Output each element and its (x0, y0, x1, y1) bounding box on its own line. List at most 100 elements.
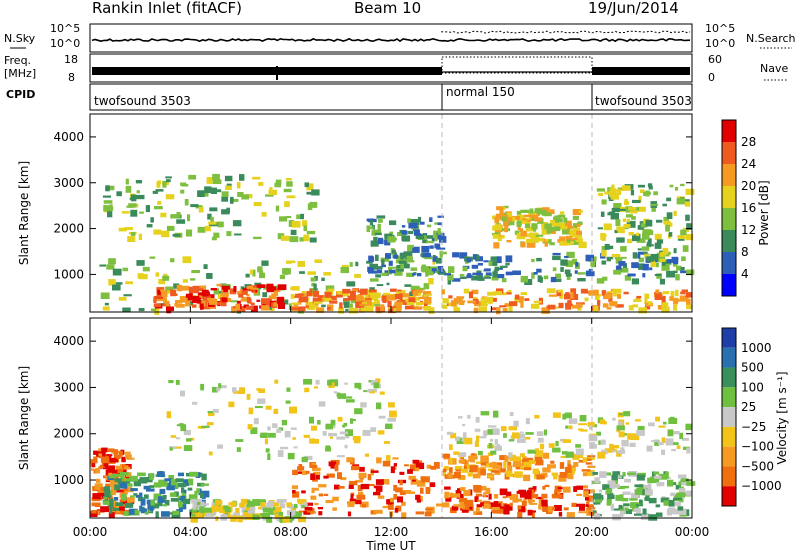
velocity-cell-2-127 (336, 436, 346, 440)
power-cell-7-128 (629, 210, 638, 214)
velocity-cell-6-17 (587, 465, 596, 468)
power-cell-0-112 (409, 291, 414, 298)
power-cell-6-113 (573, 237, 578, 240)
velocity-cell-1-18 (168, 475, 175, 481)
power-cell-7-124 (645, 219, 653, 227)
velocity-cell-7-7 (489, 438, 493, 442)
velocity-cell-2-29 (290, 427, 297, 430)
velocity-cell-8-131 (619, 512, 624, 516)
power-cell-4-73 (546, 288, 556, 294)
velocity-cell-5-2 (542, 485, 546, 490)
velocity-cell-7-72 (629, 442, 636, 447)
power-cell-6-32 (565, 235, 573, 243)
velocity-cell-4-84 (338, 486, 345, 489)
velocity-cell-5-19 (586, 501, 590, 504)
power-cell-2-114 (399, 293, 403, 301)
power-cell-0-67 (346, 281, 356, 287)
velocity-cell-6-79 (526, 457, 534, 461)
velocity-cell-4-37 (367, 474, 372, 481)
power-cell-5-10 (552, 267, 557, 272)
power-cell-1-25 (225, 298, 232, 302)
power-cell-7-91 (620, 246, 627, 252)
power-cell-2-135 (313, 290, 320, 297)
velocity-cell-5-75 (579, 504, 586, 511)
power-cell-3-85 (261, 212, 267, 217)
velocity-cell-2-37 (369, 390, 375, 394)
velocity-cell-7-13 (598, 440, 602, 445)
velocity-cell-0-120 (118, 450, 123, 457)
power-cell-7-15 (642, 229, 651, 236)
power-cell-6-81 (570, 240, 580, 245)
power-cell-2-41 (360, 306, 368, 312)
velocity-cell-0-65 (103, 453, 109, 458)
velocity-cell-6-16 (475, 461, 483, 464)
power-cell-0-125 (115, 282, 123, 285)
power-cell-3-27 (221, 209, 230, 215)
power-cell-3-73 (145, 205, 150, 213)
velocity-cell-0-15 (96, 478, 101, 483)
velocity-cell-6-101 (559, 462, 565, 469)
velocity-cell-2-109 (344, 444, 348, 449)
velocity-cell-7-31 (552, 447, 561, 453)
velocity-cell-3-105 (301, 505, 305, 508)
velocity-cell-7-97 (509, 412, 514, 416)
velocity-cell-6-35 (484, 463, 493, 468)
power-cell-3-123 (146, 224, 153, 228)
power-cell-7-56 (626, 214, 633, 218)
velocity-cell-6-67 (467, 472, 473, 477)
power-cell-3-52 (198, 207, 204, 213)
power-cell-7-95 (675, 187, 679, 191)
power-cell-8-54 (397, 232, 406, 236)
velocity-cell-8-110 (630, 502, 639, 508)
power-cell-2-78 (342, 293, 349, 297)
power-cell-1-136 (166, 306, 174, 312)
power-cell-7-79 (600, 233, 606, 240)
velocity-ytick-label-0: 1000 (53, 473, 84, 487)
velocity-cell-7-3 (596, 431, 601, 436)
power-cell-4-89 (467, 300, 477, 304)
velocity-cell-8-75 (679, 508, 687, 515)
power-cell-5-107 (615, 265, 622, 272)
power-cell-2-136 (367, 307, 374, 312)
power-cell-4-106 (609, 301, 618, 307)
velocity-cell-7-25 (487, 425, 497, 428)
velocity-cell-2-47 (362, 429, 371, 436)
power-cell-4-30 (623, 291, 629, 295)
velocity-cell-5-81 (527, 498, 533, 504)
power-cell-1-29 (254, 291, 258, 295)
power-cell-1-139 (201, 289, 209, 297)
velocity-cell-4-55 (407, 469, 413, 474)
power-cell-8-11 (414, 229, 420, 236)
velocity-cell-2-69 (208, 451, 213, 456)
power-cell-5-45 (575, 261, 579, 267)
power-cell-6-126 (504, 225, 509, 233)
velocity-cell-1-107 (150, 504, 160, 509)
power-cell-4-60 (580, 288, 588, 294)
power-cell-3-11 (212, 173, 220, 181)
velocity-cell-6-93 (559, 472, 568, 478)
power-cell-5-3 (638, 257, 644, 263)
velocity-cell-5-37 (571, 502, 577, 507)
power-cell-8-98 (401, 225, 406, 228)
power-cell-5-127 (596, 278, 605, 284)
velocity-cell-8-53 (594, 501, 601, 505)
velocity-cell-2-131 (247, 424, 253, 430)
velocity-cell-4-112 (297, 466, 305, 471)
velocity-cell-5-95 (504, 504, 513, 511)
power-cell-1-38 (220, 292, 229, 296)
velocity-cell-2-42 (174, 446, 182, 449)
velocity-cell-7-131 (520, 431, 524, 434)
power-cell-4-0 (506, 291, 512, 295)
velocity-cell-8-63 (610, 503, 614, 511)
velocity-cell-5-138 (465, 499, 474, 507)
velocity-cell-2-93 (385, 423, 393, 429)
power-cell-7-47 (628, 207, 637, 210)
velocity-cell-7-4 (621, 439, 629, 447)
velocity-cell-5-49 (493, 501, 499, 505)
power-cell-6-65 (514, 230, 520, 235)
velocity-cell-4-58 (404, 464, 409, 467)
velocity-cell-8-99 (622, 491, 631, 495)
velocity-cell-8-121 (606, 488, 613, 494)
power-cell-1-7 (216, 301, 225, 305)
velocity-cell-5-39 (483, 492, 487, 498)
